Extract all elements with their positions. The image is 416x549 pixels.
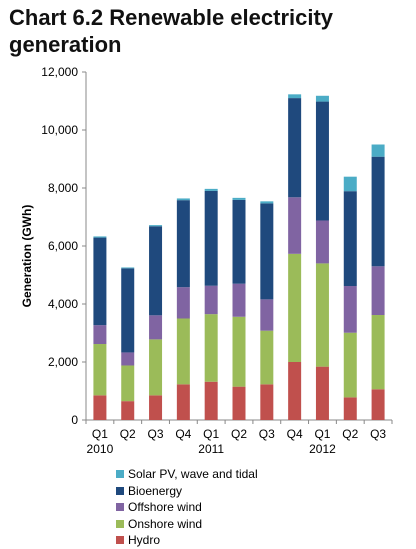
bar-segment-hydro (260, 384, 274, 420)
x-year-label: 2011 (198, 442, 224, 456)
y-tick-label: 8,000 (48, 181, 78, 195)
x-tick-label: Q4 (287, 427, 303, 441)
bar-segment-hydro (93, 395, 107, 420)
bar-segment-onshore-wind (93, 344, 107, 396)
bar-segment-offshore-wind (204, 285, 218, 315)
legend-item: Bioenergy (116, 483, 258, 500)
bar-segment-solar-pv-wave-and-tidal (343, 176, 357, 192)
bar-segment-hydro (371, 389, 385, 420)
bar-segment-onshore-wind (343, 332, 357, 398)
chart-title: Chart 6.2 Renewable electricity generati… (9, 5, 334, 57)
legend-swatch (116, 486, 124, 495)
legend-label: Offshore wind (128, 500, 202, 514)
bar-segment-solar-pv-wave-and-tidal (315, 95, 329, 102)
bar-segment-offshore-wind (288, 197, 302, 254)
bar-segment-onshore-wind (176, 318, 190, 385)
x-year-label: 2010 (87, 442, 114, 456)
legend-label: Solar PV, wave and tidal (128, 467, 258, 481)
legend-swatch (116, 470, 124, 479)
bar-segment-solar-pv-wave-and-tidal (176, 198, 190, 201)
x-tick-label: Q1 (203, 427, 219, 441)
legend-item: Offshore wind (116, 499, 258, 516)
bar-segment-bioenergy (232, 199, 246, 284)
bar-segment-solar-pv-wave-and-tidal (149, 225, 163, 227)
x-tick-label: Q1 (314, 427, 330, 441)
bar-segment-hydro (121, 401, 135, 420)
x-tick-label: Q1 (92, 427, 108, 441)
bar-segment-hydro (149, 395, 163, 420)
bar-segment-hydro (343, 397, 357, 420)
y-tick-label: 10,000 (41, 123, 78, 137)
x-year-label: 2012 (309, 442, 336, 456)
legend-label: Hydro (128, 533, 161, 547)
bar-segment-solar-pv-wave-and-tidal (93, 236, 107, 238)
y-tick-label: 4,000 (48, 297, 78, 311)
bar-segment-solar-pv-wave-and-tidal (371, 144, 385, 157)
bar-segment-hydro (288, 362, 302, 420)
legend-item: Hydro (116, 532, 258, 549)
bar-segment-bioenergy (149, 226, 163, 316)
bar-segment-bioenergy (176, 200, 190, 288)
bar-segment-solar-pv-wave-and-tidal (288, 94, 302, 99)
bar-segment-onshore-wind (232, 316, 246, 387)
legend-label: Bioenergy (128, 483, 183, 498)
x-tick-label: Q2 (120, 427, 136, 441)
legend-item: Solar PV, wave and tidal (116, 466, 258, 483)
bar-segment-onshore-wind (204, 314, 218, 382)
bar-segment-bioenergy (288, 98, 302, 198)
bar-segment-solar-pv-wave-and-tidal (121, 267, 135, 269)
bar-segment-onshore-wind (260, 330, 274, 385)
bar-segment-hydro (176, 384, 190, 420)
x-tick-label: Q3 (370, 427, 386, 441)
bar-segment-offshore-wind (121, 352, 135, 366)
legend-swatch (116, 519, 124, 528)
bar-segment-hydro (315, 366, 329, 420)
bar-segment-bioenergy (315, 101, 329, 221)
bar-segment-offshore-wind (371, 266, 385, 316)
legend-swatch (116, 503, 124, 512)
y-tick-label: 6,000 (48, 239, 78, 253)
bar-segment-solar-pv-wave-and-tidal (204, 188, 218, 191)
bar-segment-bioenergy (93, 237, 107, 326)
y-tick-label: 2,000 (48, 355, 78, 369)
bar-segment-hydro (232, 386, 246, 420)
bar-segment-offshore-wind (343, 286, 357, 333)
x-tick-label: Q4 (175, 427, 191, 441)
bar-segment-onshore-wind (121, 365, 135, 402)
y-tick-label: 0 (71, 413, 78, 427)
bar-segment-offshore-wind (93, 325, 107, 345)
x-tick-label: Q3 (259, 427, 275, 441)
x-tick-label: Q2 (342, 427, 358, 441)
bar-segment-offshore-wind (149, 315, 163, 340)
bar-segment-bioenergy (343, 191, 357, 287)
bar-segment-offshore-wind (260, 299, 274, 331)
bar-segment-bioenergy (260, 203, 274, 300)
bar-segment-offshore-wind (315, 220, 329, 264)
bar-segment-bioenergy (204, 190, 218, 286)
bar-segment-onshore-wind (149, 339, 163, 396)
bar-segment-offshore-wind (176, 287, 190, 319)
legend: Solar PV, wave and tidal Bioenergy Offshor… (116, 466, 258, 549)
bar-segment-bioenergy (371, 156, 385, 267)
y-tick-label: 12,000 (41, 65, 78, 79)
bar-segment-solar-pv-wave-and-tidal (260, 201, 274, 204)
legend-item: Onshore wind (116, 516, 258, 533)
bar-segment-hydro (204, 381, 218, 420)
legend-label: Onshore wind (128, 516, 203, 531)
bar-segment-bioenergy (121, 268, 135, 353)
legend-swatch (116, 536, 124, 545)
x-tick-label: Q3 (148, 427, 164, 441)
y-axis-label: Generation (GWh) (20, 205, 34, 308)
bar-segment-onshore-wind (371, 315, 385, 390)
bar-segment-offshore-wind (232, 283, 246, 317)
bar-segment-solar-pv-wave-and-tidal (232, 197, 246, 200)
bar-segment-onshore-wind (315, 263, 329, 367)
bar-segment-onshore-wind (288, 253, 302, 362)
x-tick-label: Q2 (231, 427, 247, 441)
